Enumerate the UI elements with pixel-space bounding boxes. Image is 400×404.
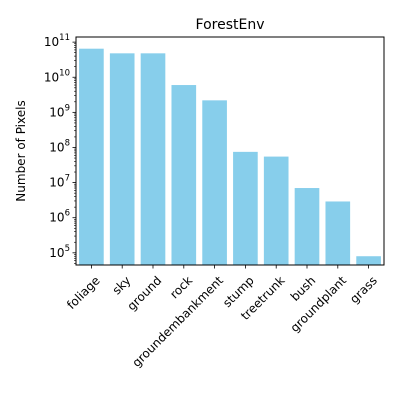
bars-layer <box>79 48 381 266</box>
bar-sky <box>109 53 135 265</box>
y-tick-label: 1010 <box>44 68 70 84</box>
chart-title: ForestEnv <box>196 17 265 33</box>
y-tick-label: 106 <box>49 209 70 225</box>
bar-treetrunk <box>263 156 289 265</box>
bar-bush <box>294 188 320 265</box>
y-tick-label: 108 <box>49 138 70 154</box>
bar-foliage <box>79 48 104 266</box>
y-axis-label: Number of Pixels <box>14 100 28 201</box>
bar-groundembankment <box>202 100 227 265</box>
y-tick-label: 107 <box>49 174 70 190</box>
y-tick-label: 109 <box>49 103 70 119</box>
bar-grass <box>356 256 381 265</box>
bar-ground <box>140 53 166 265</box>
bar-groundplant <box>325 201 351 265</box>
bar-rock <box>171 85 197 265</box>
y-tick-label: 105 <box>49 244 70 260</box>
y-tick-label: 1011 <box>44 33 70 49</box>
bar-stump <box>233 151 258 265</box>
y-ticks-layer: 105 106 107 108 109 1010 1011 <box>44 33 76 260</box>
plot-frame <box>75 36 385 266</box>
